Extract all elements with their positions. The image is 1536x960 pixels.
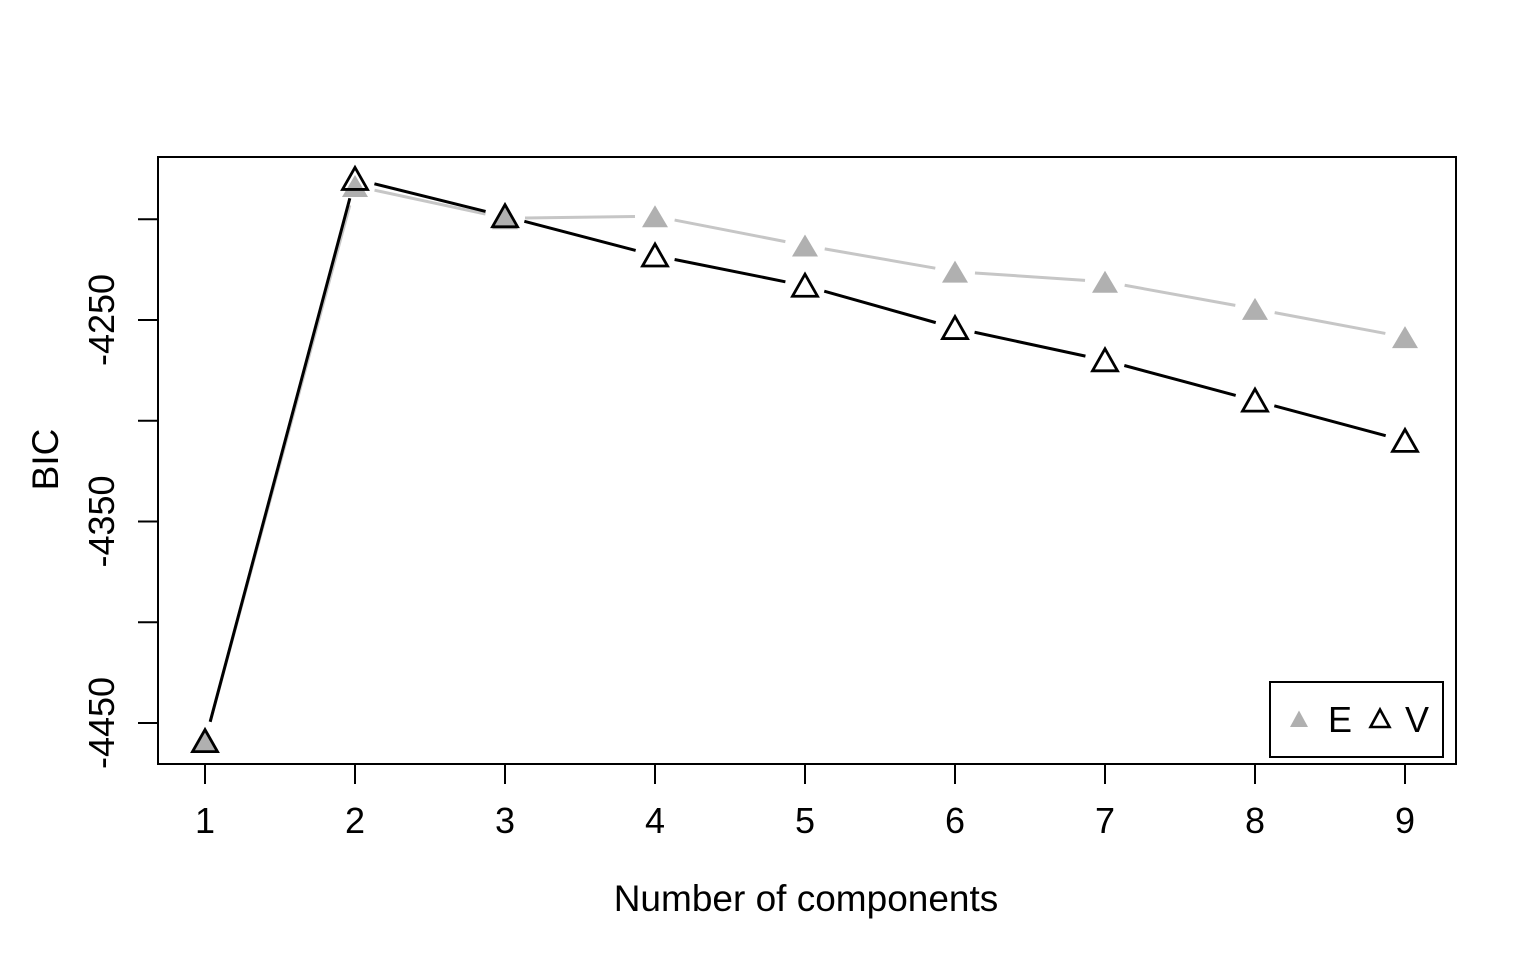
series-V-marker [340, 164, 370, 191]
series-V-marker [940, 313, 970, 340]
series-E-line-segment [674, 218, 786, 244]
series-E-line-segment [374, 188, 486, 216]
series-V-marker [490, 201, 520, 229]
legend: E V [1269, 681, 1444, 758]
series-E-marker [1242, 297, 1268, 320]
series-V-line-segment [823, 289, 937, 325]
series-E-line-segment [1124, 283, 1236, 307]
x-tick-label-8: 8 [1245, 800, 1265, 841]
x-tick-label-2: 2 [345, 800, 365, 841]
series-V-line-segment [674, 258, 786, 284]
y-tick-label-4350: -4350 [81, 475, 122, 567]
series-V-line-segment [1123, 364, 1237, 397]
series-V-marker [1090, 345, 1120, 373]
series-E-line-segment [824, 247, 936, 270]
series-E-line-segment [1274, 311, 1386, 335]
series-E-marker [1092, 270, 1118, 293]
plot-area [138, 164, 1420, 784]
plot-border [157, 156, 1457, 765]
y-tick-label-4250: -4250 [81, 274, 122, 366]
series-E-marker [192, 730, 218, 753]
series-V-line-segment [974, 330, 1086, 358]
series-E-marker [792, 234, 818, 257]
series-V-marker [640, 241, 670, 268]
legend-E-label: E [1328, 699, 1352, 740]
series-V-line-segment [374, 182, 486, 213]
series-V-marker [1390, 426, 1420, 453]
x-tick-label-6: 6 [945, 800, 965, 841]
legend-V-open-triangle-icon [1368, 706, 1392, 729]
series-V-line-segment [523, 219, 637, 252]
x-tick-label-5: 5 [795, 800, 815, 841]
series-E-marker [942, 260, 968, 283]
series-E-marker [492, 207, 518, 230]
series-V-marker [790, 271, 820, 298]
legend-E-filled-triangle-icon [1290, 710, 1308, 727]
x-tick-label-3: 3 [495, 800, 515, 841]
series-V-marker [1240, 386, 1270, 413]
series-E-marker [342, 175, 368, 198]
x-tick-label-7: 7 [1095, 800, 1115, 841]
y-axis-title: BIC [25, 429, 66, 491]
series-V-marker [190, 726, 220, 754]
series-E-line-segment [524, 214, 636, 220]
x-tick-label-4: 4 [645, 800, 665, 841]
series-E-line-segment [974, 271, 1086, 282]
series-E-marker [642, 205, 668, 228]
series-V-line-segment [1273, 404, 1387, 438]
x-axis-title: Number of components [614, 878, 999, 919]
y-tick-label-4450: -4450 [81, 677, 122, 769]
series-E-marker [1392, 326, 1418, 349]
x-tick-label-9: 9 [1395, 800, 1415, 841]
series-V-line-segment [208, 197, 352, 723]
x-tick-label-1: 1 [195, 800, 215, 841]
legend-V-label: V [1405, 699, 1429, 740]
